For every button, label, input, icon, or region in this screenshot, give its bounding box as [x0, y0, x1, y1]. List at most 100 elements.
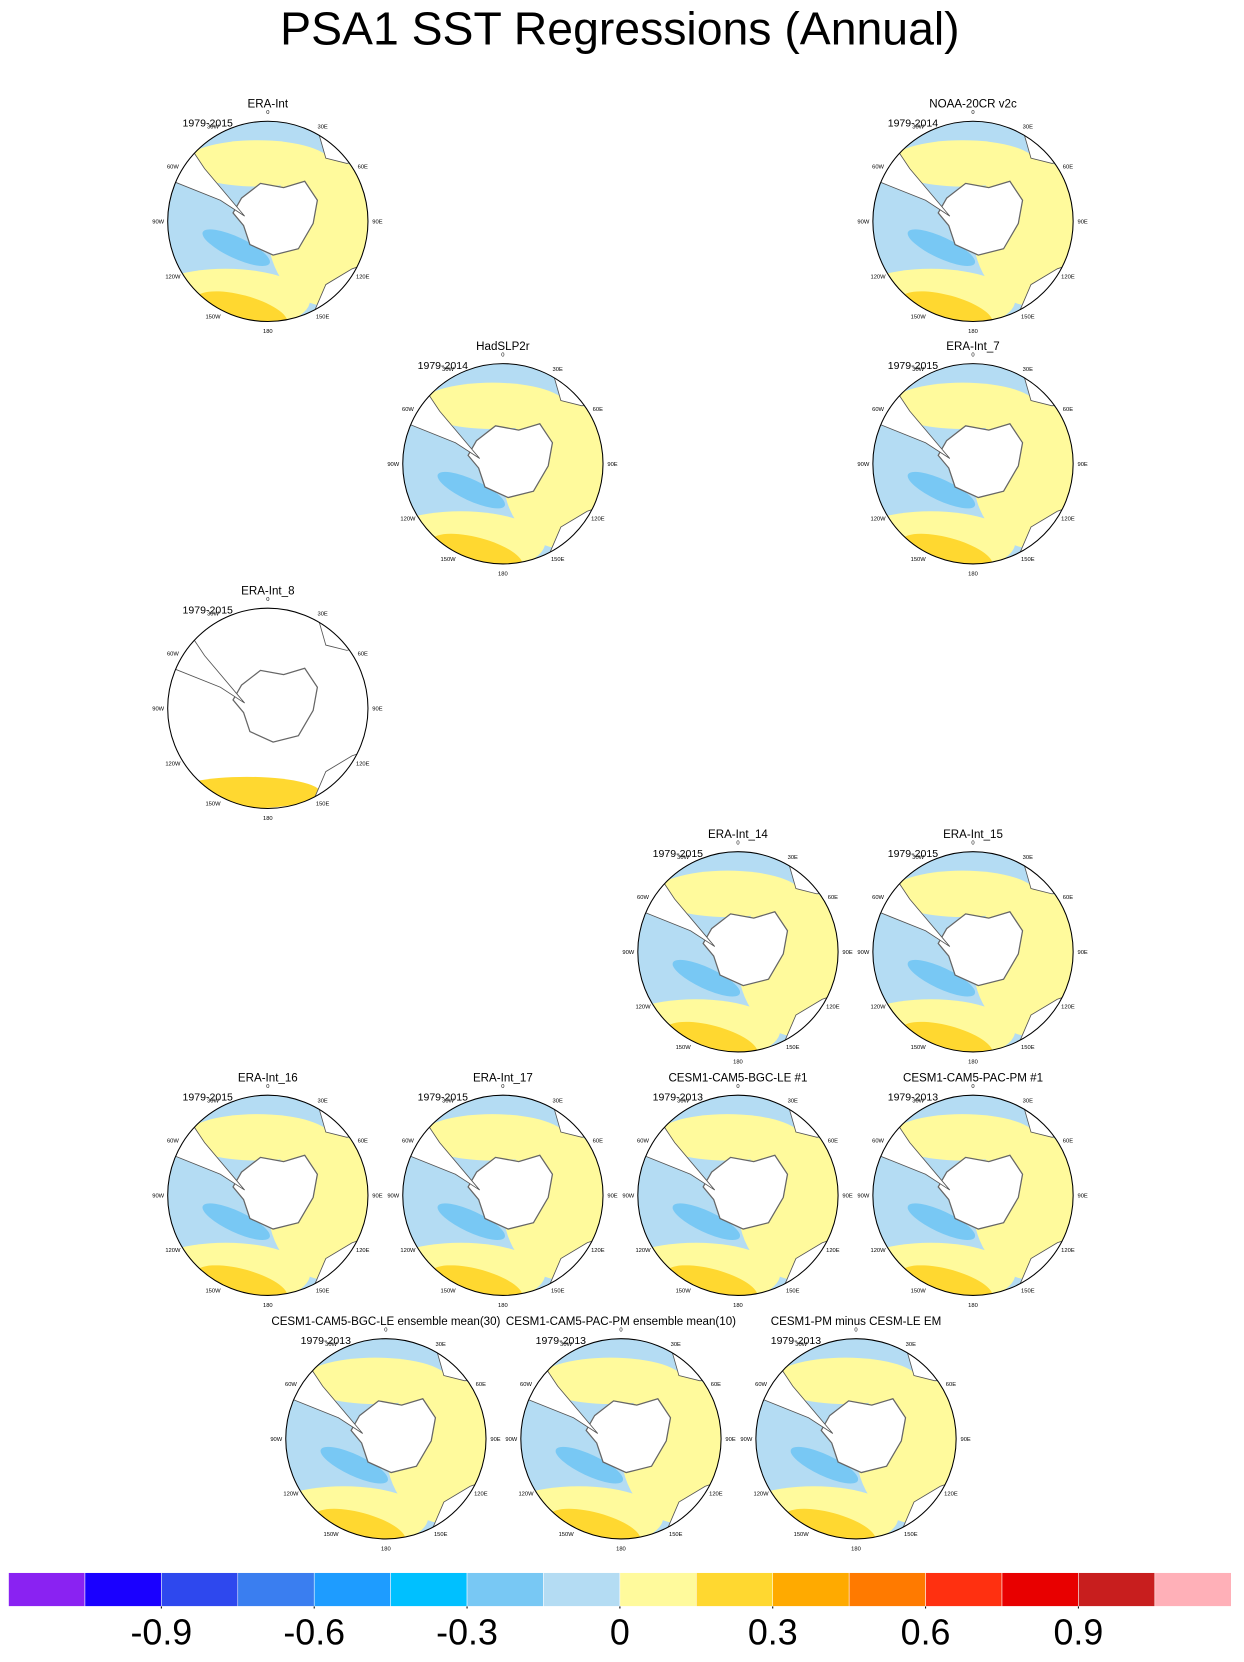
lon-label: 60W: [872, 1139, 884, 1145]
warm-area: [900, 291, 993, 322]
antarctica: [232, 1154, 319, 1230]
lon-label: 30E: [553, 1098, 563, 1104]
lon-label: 150E: [1021, 1288, 1035, 1294]
negative-area: [555, 1446, 624, 1484]
antarctica: [937, 180, 1024, 256]
positive-area: [888, 140, 1037, 187]
lon-label: 60E: [593, 407, 603, 413]
antarctica: [937, 1154, 1024, 1230]
lon-label: 60E: [1063, 1139, 1073, 1145]
lon-label: 180: [498, 572, 508, 578]
lon-label: 60W: [167, 1139, 179, 1145]
lon-label: 60W: [402, 407, 414, 413]
lon-label: 120W: [871, 517, 887, 523]
lon-label: 30E: [436, 1342, 446, 1348]
colorbar-box: [1154, 1572, 1232, 1607]
lon-label: 150W: [911, 557, 927, 563]
lon-label: 180: [851, 1547, 861, 1553]
panel-title: ERA-Int_17: [473, 1072, 533, 1084]
map-border: [872, 363, 1074, 565]
warm-area: [900, 1021, 993, 1052]
lon-label: 60E: [1063, 895, 1073, 901]
lon-label: 30E: [788, 1098, 798, 1104]
lon-label: 60E: [358, 1139, 368, 1145]
map-fill: [520, 1338, 722, 1539]
lon-label: 30W: [912, 125, 924, 131]
lon-label: 150E: [551, 557, 565, 563]
colorbar-label: -0.3: [436, 1612, 498, 1652]
lon-label: 120W: [165, 761, 181, 767]
lon-label: 180: [968, 1060, 978, 1066]
lon-label: 60W: [872, 895, 884, 901]
lon-label: 150W: [205, 1288, 221, 1294]
lon-label: 150E: [786, 1288, 800, 1294]
lon-label: 0: [971, 1084, 974, 1090]
warm-area: [430, 1265, 523, 1296]
panel-years: 1979-2015: [888, 360, 939, 372]
lon-label: 30W: [325, 1342, 337, 1348]
map-border: [637, 851, 839, 1053]
lon-label: 180: [263, 1303, 273, 1309]
map-border: [637, 1094, 839, 1296]
panel-years: 1979-2013: [771, 1335, 822, 1347]
panel-title: CESM1-CAM5-BGC-LE ensemble mean(30): [271, 1316, 500, 1328]
warm-area: [195, 1265, 288, 1296]
lon-label: 120E: [1061, 274, 1075, 280]
map-fill: [402, 1095, 604, 1296]
lon-label: 180: [498, 1303, 508, 1309]
colorbar-box: [466, 1572, 544, 1607]
lon-label: 120E: [356, 761, 370, 767]
lon-label: 30E: [906, 1342, 916, 1348]
map-panel: CESM1-CAM5-BGC-LE #1 1979-2013 0 30E 60E 90E 1…: [622, 1072, 852, 1309]
lon-label: 90W: [152, 706, 164, 712]
map-panel: CESM1-CAM5-BGC-LE ensemble mean(30) 1979-…: [270, 1316, 500, 1553]
lon-label: 150W: [911, 1288, 927, 1294]
lon-label: 150E: [1021, 314, 1035, 320]
lon-label: 30W: [912, 1098, 924, 1104]
map-fill: [167, 1095, 368, 1296]
lon-label: 30E: [317, 1098, 327, 1104]
lon-label: 120E: [1061, 517, 1075, 523]
panel-years: 1979-2015: [653, 848, 704, 860]
map-fill: [755, 1338, 957, 1539]
colorbar-box: [1078, 1572, 1156, 1607]
lon-label: 120E: [826, 1248, 840, 1254]
lon-label: 150E: [316, 1288, 330, 1294]
lon-label: 30W: [207, 612, 219, 618]
lon-label: 90W: [387, 462, 399, 468]
map-border: [520, 1338, 722, 1540]
map-panel: ERA-Int_14 1979-2015 0 30E 60E 90E 120E 150E 180…: [622, 829, 852, 1066]
panel-years: 1979-2015: [418, 1091, 469, 1103]
lon-label: 90E: [372, 1193, 382, 1199]
negative-area: [907, 959, 976, 997]
lon-label: 120W: [754, 1492, 770, 1498]
panel-years: 1979-2013: [536, 1335, 587, 1347]
warm-area: [430, 533, 523, 564]
map-border: [872, 1094, 1074, 1296]
lon-label: 30W: [442, 367, 454, 373]
lon-label: 60W: [167, 652, 179, 658]
lon-label: 90E: [725, 1437, 735, 1443]
lon-label: 0: [501, 352, 504, 358]
colorbar-box: [925, 1572, 1003, 1607]
lon-label: 60W: [285, 1382, 297, 1388]
lon-label: 60W: [755, 1382, 767, 1388]
map-panel: ERA-Int_7 1979-2015 0 30E 60E 90E 120E 150E 180 1…: [857, 341, 1087, 578]
lon-label: 60W: [520, 1382, 532, 1388]
lon-label: 150W: [676, 1045, 692, 1051]
map-fill: [167, 121, 368, 322]
positive-area: [888, 1114, 1037, 1161]
lon-label: 120E: [1061, 1005, 1075, 1011]
map-fill: [285, 1338, 487, 1539]
panel-title: ERA-Int_15: [943, 829, 1003, 841]
panel-years: 1979-2015: [888, 848, 939, 860]
panel-years: 1979-2013: [653, 1091, 704, 1103]
positive-area: [888, 870, 1037, 918]
lon-label: 120E: [826, 1005, 840, 1011]
lon-label: 0: [266, 110, 269, 116]
lon-label: 30W: [560, 1342, 572, 1348]
positive-area: [653, 1114, 802, 1161]
colorbar-box: [848, 1572, 926, 1607]
lon-label: 60E: [593, 1139, 603, 1145]
